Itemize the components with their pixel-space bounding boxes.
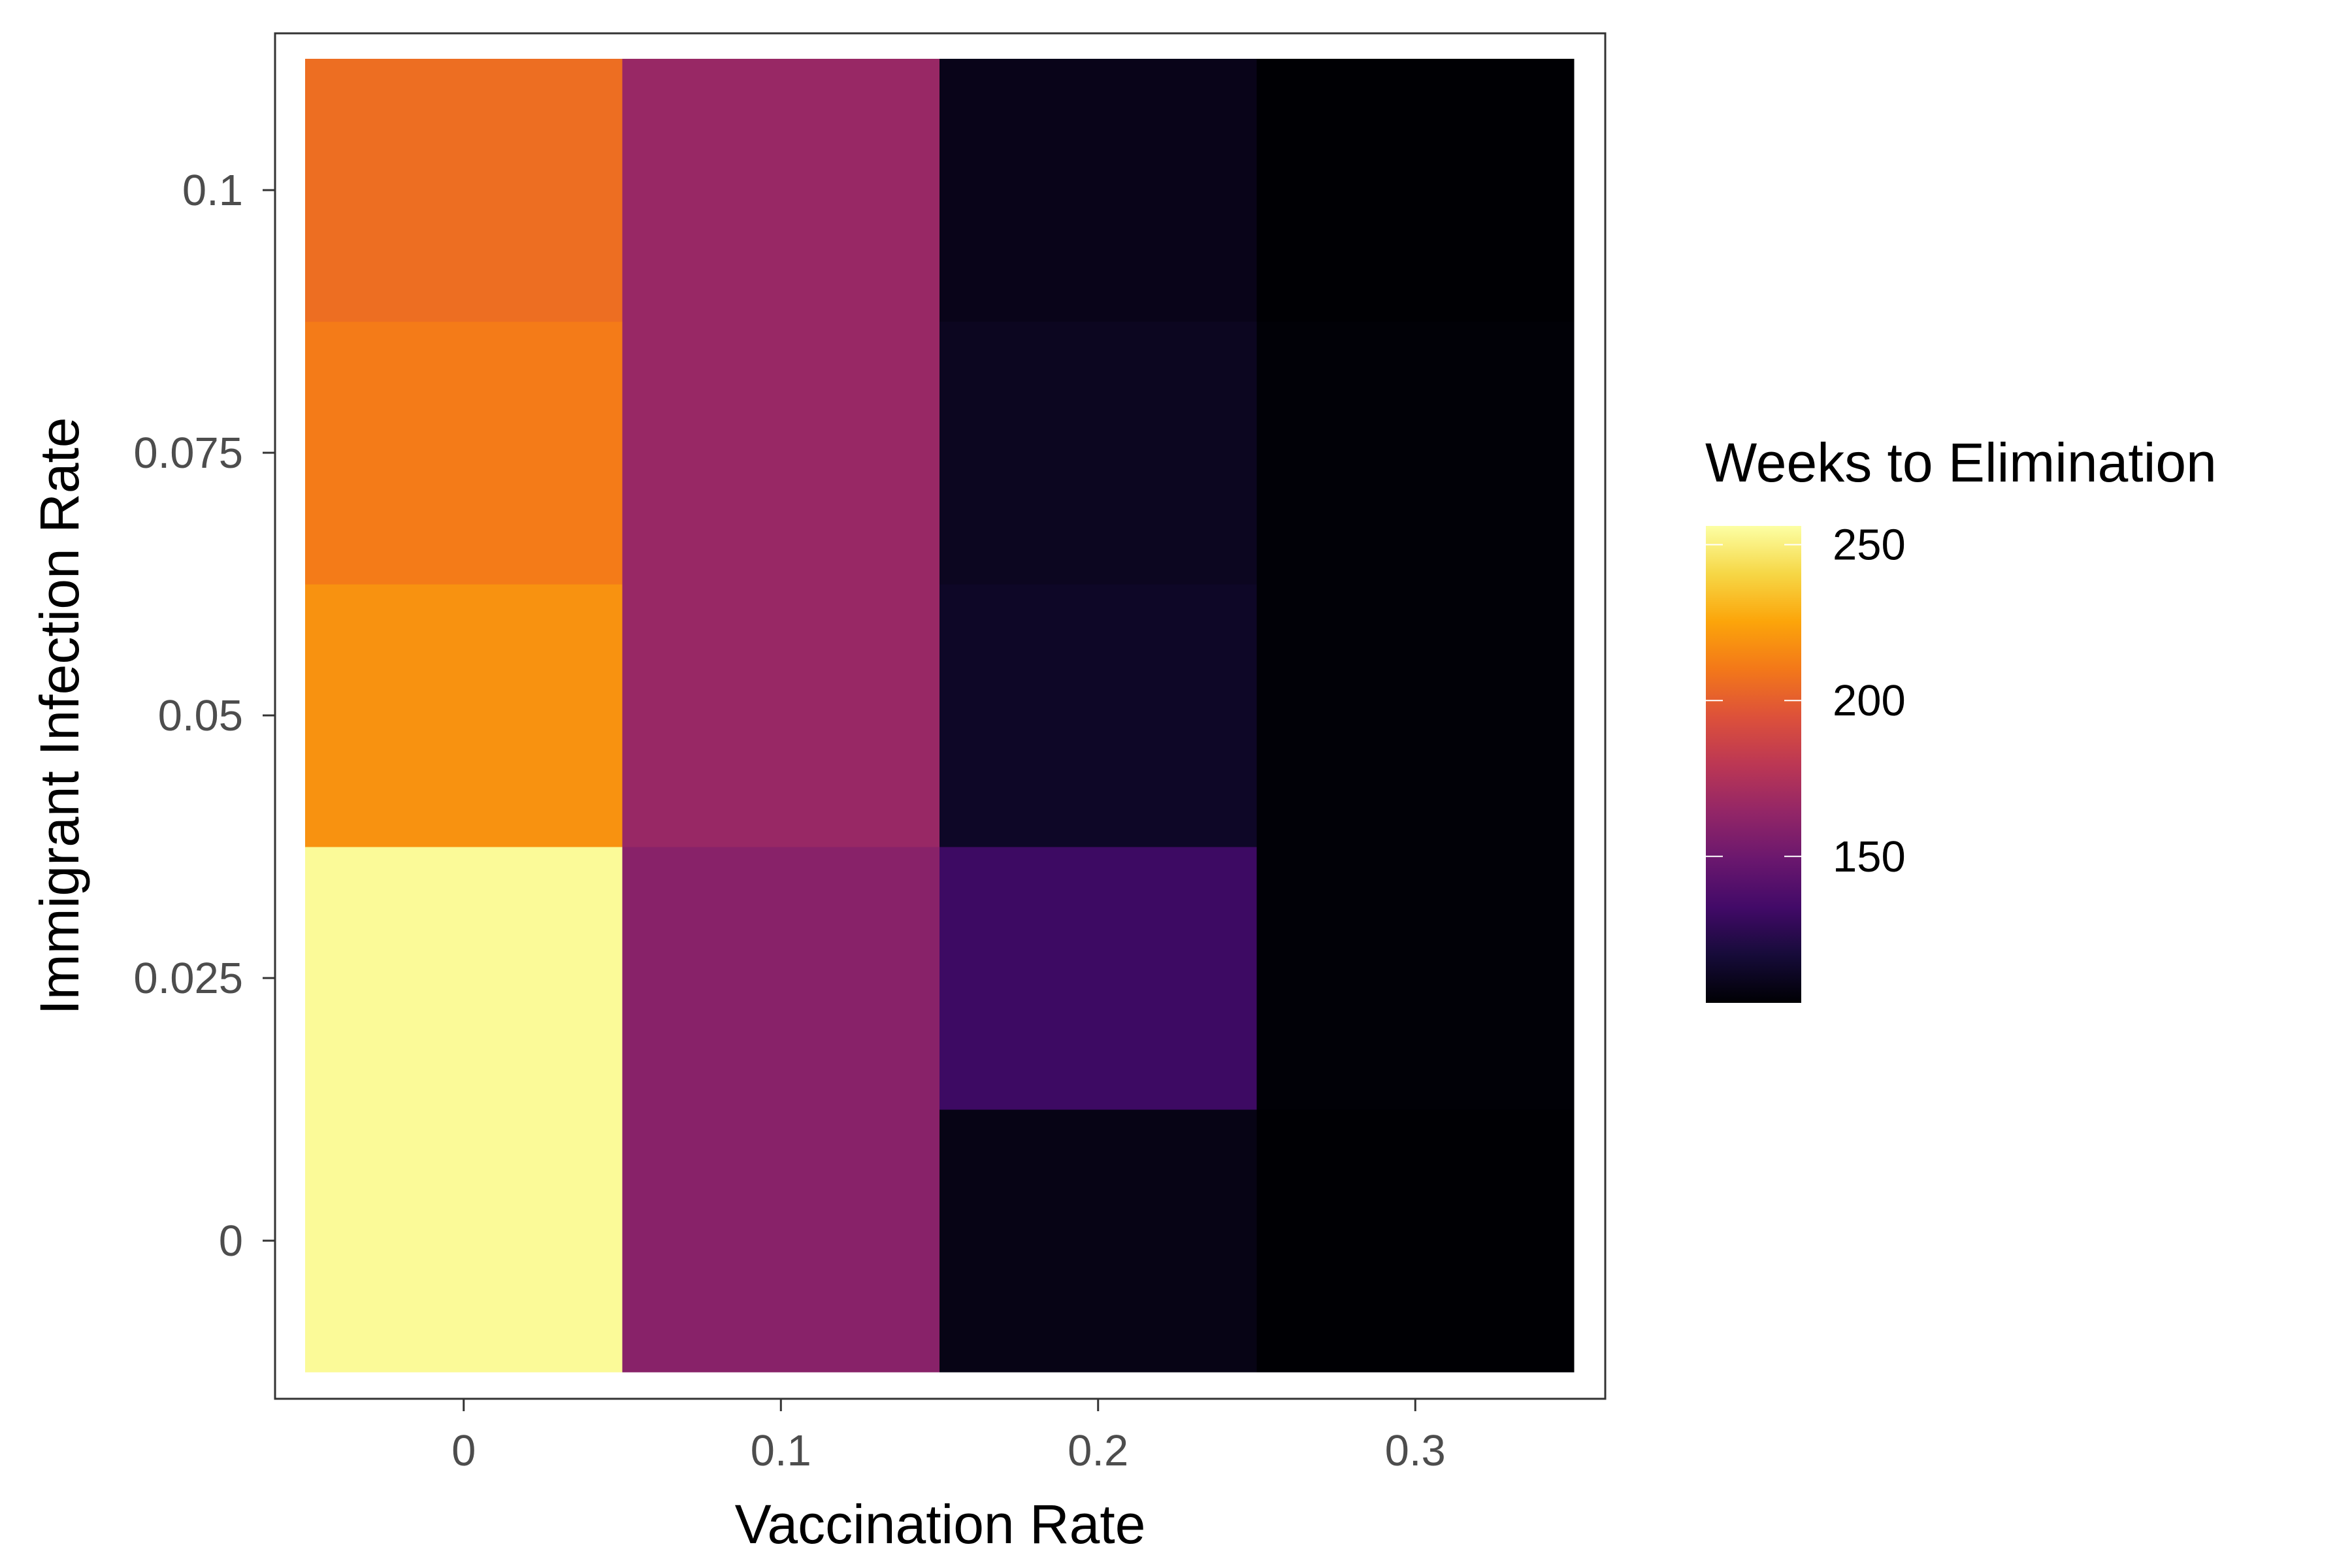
heatmap-cell [305, 584, 623, 847]
color-legend: Weeks to Elimination 150 200 250 [1705, 432, 2217, 1003]
heatmap-cells [305, 59, 1575, 1373]
y-tick-label: 0.1 [182, 166, 243, 215]
heatmap-cell [305, 321, 623, 585]
heatmap-cell [939, 1109, 1257, 1373]
heatmap-cell [939, 59, 1257, 322]
heatmap-cell [622, 584, 940, 847]
legend-tick-label: 250 [1833, 521, 1906, 570]
heatmap-cell [622, 847, 940, 1110]
heatmap-cell [1256, 847, 1575, 1110]
x-tick-label: 0 [451, 1426, 476, 1475]
x-tick-label: 0.3 [1385, 1426, 1446, 1475]
x-tick-label: 0.1 [751, 1426, 811, 1475]
x-axis: 0 0.1 0.2 0.3 [451, 1399, 1446, 1475]
heatmap-cell [1256, 584, 1575, 847]
legend-ticks: 150 200 250 [1706, 521, 1906, 881]
x-axis-title: Vaccination Rate [735, 1494, 1146, 1555]
heatmap-cell [939, 584, 1257, 847]
heatmap-cell [622, 1109, 940, 1373]
heatmap-cell [305, 847, 623, 1110]
legend-colorbar [1706, 526, 1801, 1003]
heatmap-cell [622, 59, 940, 322]
heatmap-cell [1256, 59, 1575, 322]
x-tick-label: 0.2 [1068, 1426, 1128, 1475]
y-tick-label: 0.075 [133, 429, 243, 478]
y-tick-label: 0.05 [158, 691, 243, 740]
y-tick-label: 0 [219, 1217, 243, 1266]
heatmap-cell [939, 847, 1257, 1110]
heatmap-cell [939, 321, 1257, 585]
legend-title: Weeks to Elimination [1705, 432, 2217, 493]
heatmap-cell [1256, 321, 1575, 585]
legend-tick-label: 150 [1833, 832, 1906, 881]
heatmap-cell [1256, 1109, 1575, 1373]
legend-tick-label: 200 [1833, 676, 1906, 725]
heatmap-cell [622, 321, 940, 585]
y-tick-label: 0.025 [133, 954, 243, 1003]
y-axis-title: Immigrant Infection Rate [29, 417, 90, 1015]
heatmap-cell [305, 59, 623, 322]
heatmap-cell [305, 1109, 623, 1373]
y-axis: 0 0.025 0.05 0.075 0.1 [133, 166, 275, 1266]
